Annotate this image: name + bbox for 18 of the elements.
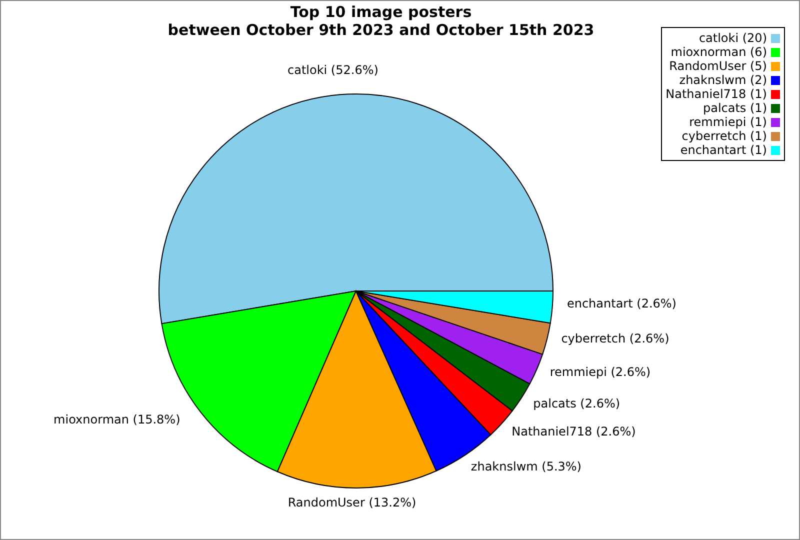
data-label: zhaknslwm (5.3%) [470, 459, 582, 474]
legend-label: Nathaniel718 (1) [666, 87, 767, 101]
legend-label: enchantart (1) [680, 143, 767, 157]
legend-label: zhaknslwm (2) [679, 73, 767, 87]
data-label: enchantart (2.6%) [566, 296, 676, 311]
data-label: palcats (2.6%) [533, 396, 620, 410]
legend-label: remmiepi (1) [689, 115, 767, 129]
legend-label: cyberretch (1) [682, 129, 767, 143]
data-label: remmiepi (2.6%) [550, 365, 651, 380]
data-label: catloki (52.6%) [288, 63, 378, 78]
data-label: mioxnorman (15.8%) [54, 412, 180, 426]
legend-label: mioxnorman (6) [670, 45, 767, 59]
legend-label: RandomUser (5) [669, 59, 767, 73]
legend-label: palcats (1) [702, 101, 767, 115]
data-label: RandomUser (13.2%) [288, 496, 416, 510]
data-label: cyberretch (2.6%) [561, 332, 670, 346]
data-label: Nathaniel718 (2.6%) [512, 424, 636, 438]
legend-label: catloki (20) [698, 31, 767, 45]
